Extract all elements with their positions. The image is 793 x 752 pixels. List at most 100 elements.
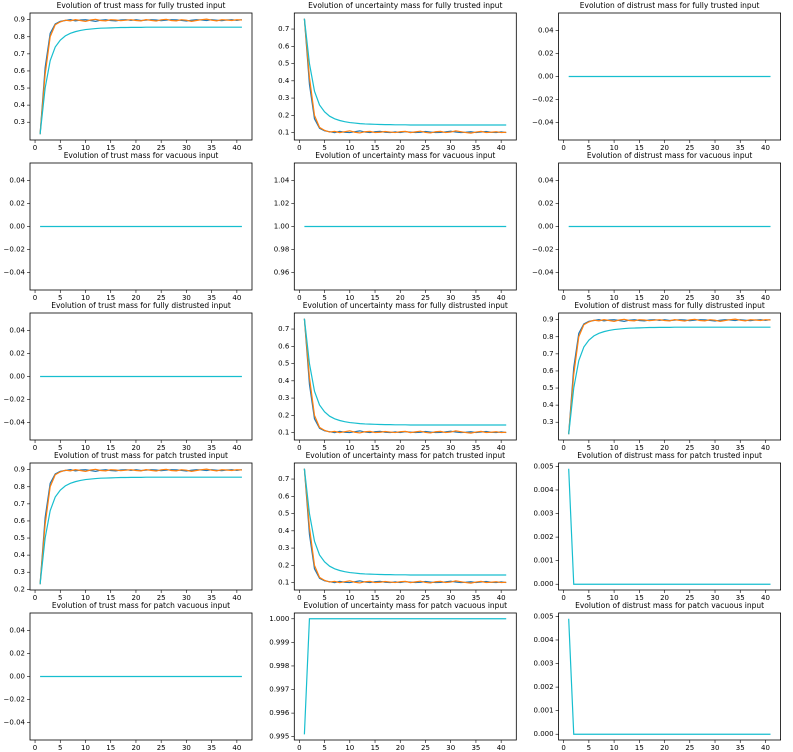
x-tick-label: 10 <box>610 744 619 752</box>
x-tick-label: 35 <box>207 444 216 452</box>
y-tick-label: 0.005 <box>534 462 554 470</box>
x-tick-label: 5 <box>58 744 62 752</box>
y-tick-label: −0.04 <box>4 419 26 427</box>
x-tick-label: 15 <box>106 144 115 152</box>
y-tick-label: 0.7 <box>278 475 289 483</box>
x-tick-label: 10 <box>345 744 354 752</box>
y-tick-label: 0.7 <box>14 50 25 58</box>
x-tick-label: 0 <box>297 144 301 152</box>
x-tick-label: 25 <box>421 444 430 452</box>
x-tick-label: 10 <box>610 594 619 602</box>
y-tick-label: 0.3 <box>542 418 553 426</box>
x-tick-label: 15 <box>371 294 380 302</box>
x-tick-label: 35 <box>471 294 480 302</box>
subplot: Evolution of uncertainty mass for patch … <box>269 601 517 752</box>
x-tick-label: 30 <box>711 444 720 452</box>
y-tick-label: 0.4 <box>14 551 26 559</box>
plot-frame <box>29 612 253 741</box>
y-tick-label: 0.6 <box>278 342 290 350</box>
x-tick-label: 40 <box>761 294 770 302</box>
x-tick-label: 0 <box>561 594 565 602</box>
x-tick-label: 25 <box>685 744 694 752</box>
x-tick-label: 35 <box>471 444 480 452</box>
x-tick-label: 20 <box>396 594 405 602</box>
y-tick-label: 0.4 <box>278 377 290 385</box>
x-tick-label: 10 <box>81 594 90 602</box>
x-tick-label: 25 <box>157 444 166 452</box>
y-tick-label: 0.999 <box>269 638 289 646</box>
y-tick-label: 0.000 <box>534 730 554 738</box>
x-tick-label: 5 <box>58 294 62 302</box>
x-tick-label: 30 <box>711 594 720 602</box>
x-tick-label: 35 <box>471 144 480 152</box>
plot-frame <box>558 612 781 741</box>
x-tick-label: 0 <box>561 294 565 302</box>
y-tick-label: 0.3 <box>14 118 25 126</box>
y-tick-label: 0.997 <box>269 686 289 694</box>
x-tick-label: 35 <box>207 294 216 302</box>
plot-frame <box>558 162 781 291</box>
y-tick-label: 0.3 <box>278 94 289 102</box>
x-tick-label: 40 <box>497 744 506 752</box>
x-tick-label: 15 <box>371 144 380 152</box>
x-tick-label: 5 <box>587 594 591 602</box>
subplot: Evolution of uncertainty mass for fully … <box>278 1 517 152</box>
x-tick-label: 35 <box>471 744 480 752</box>
chart-title: Evolution of distrust mass for patch tru… <box>577 451 762 460</box>
x-tick-label: 15 <box>371 744 380 752</box>
x-tick-label: 0 <box>297 744 301 752</box>
x-tick-label: 15 <box>635 144 644 152</box>
plot-frame <box>558 12 781 141</box>
chart-title: Evolution of distrust mass for vacuous i… <box>587 151 752 160</box>
chart-title: Evolution of distrust mass for patch vac… <box>575 601 764 610</box>
subplot: Evolution of distrust mass for vacuous i… <box>532 151 781 302</box>
y-tick-label: 0.6 <box>14 67 26 75</box>
x-tick-label: 20 <box>131 144 140 152</box>
chart-title: Evolution of trust mass for patch truste… <box>54 451 228 460</box>
x-tick-label: 25 <box>157 144 166 152</box>
x-tick-label: 15 <box>635 444 644 452</box>
series-line <box>39 19 242 135</box>
x-tick-label: 20 <box>396 144 405 152</box>
y-tick-label: 0.96 <box>274 269 290 277</box>
y-tick-label: 0.998 <box>269 662 289 670</box>
y-tick-label: −0.02 <box>4 696 25 704</box>
subplot: Evolution of distrust mass for fully tru… <box>532 1 781 152</box>
x-tick-label: 30 <box>182 294 191 302</box>
chart-title: Evolution of trust mass for patch vacuou… <box>52 601 230 610</box>
y-tick-label: 0.5 <box>14 534 25 542</box>
plot-frame <box>558 312 781 441</box>
x-tick-label: 35 <box>736 744 745 752</box>
x-tick-label: 40 <box>232 444 241 452</box>
x-tick-label: 25 <box>685 144 694 152</box>
x-tick-label: 15 <box>371 594 380 602</box>
x-tick-label: 40 <box>497 294 506 302</box>
y-tick-label: 0.005 <box>534 612 554 620</box>
series-line <box>303 468 507 584</box>
series-line <box>303 318 507 426</box>
y-tick-label: 0.04 <box>9 176 25 184</box>
x-tick-label: 20 <box>396 744 405 752</box>
x-tick-label: 25 <box>157 744 166 752</box>
subplot: Evolution of distrust mass for patch tru… <box>534 451 781 602</box>
y-tick-label: 0.2 <box>278 111 289 119</box>
x-tick-label: 15 <box>635 294 644 302</box>
x-tick-label: 35 <box>207 594 216 602</box>
plot-frame <box>29 312 253 441</box>
series-line <box>568 319 771 435</box>
y-tick-label: 0.02 <box>9 649 25 657</box>
series-line <box>568 468 771 585</box>
x-tick-label: 0 <box>297 444 301 452</box>
x-tick-label: 15 <box>371 444 380 452</box>
x-tick-label: 15 <box>106 744 115 752</box>
series-line <box>303 18 507 134</box>
x-tick-label: 20 <box>660 294 669 302</box>
chart-title: Evolution of trust mass for fully distru… <box>51 301 231 310</box>
chart-title: Evolution of uncertainty mass for vacuou… <box>315 151 495 160</box>
y-tick-label: 0.4 <box>14 101 26 109</box>
x-tick-label: 20 <box>131 744 140 752</box>
y-tick-label: 0.00 <box>538 223 554 231</box>
y-tick-label: 0.5 <box>542 384 553 392</box>
x-tick-label: 20 <box>660 144 669 152</box>
